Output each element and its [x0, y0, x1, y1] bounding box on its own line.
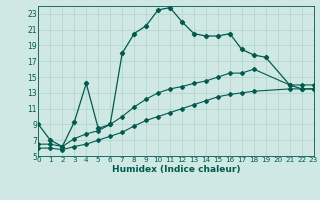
X-axis label: Humidex (Indice chaleur): Humidex (Indice chaleur) — [112, 165, 240, 174]
